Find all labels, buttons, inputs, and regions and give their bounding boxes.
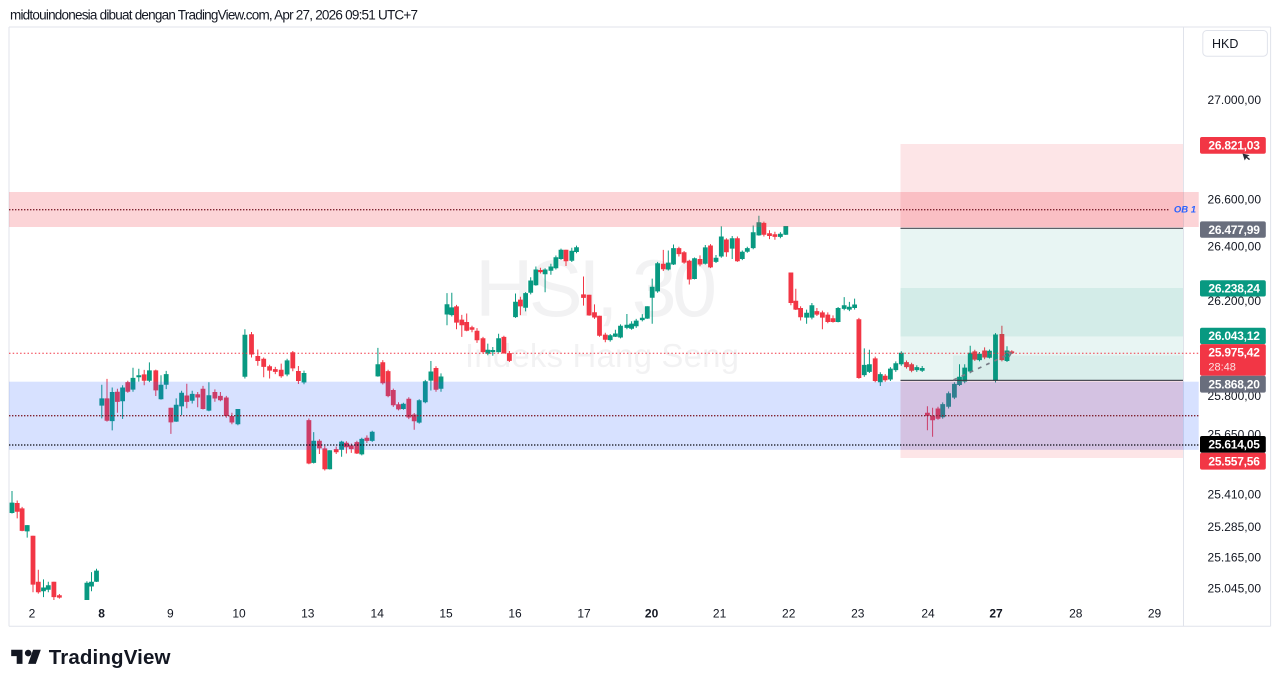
svg-text:20: 20 (645, 606, 659, 620)
svg-text:25.868,20: 25.868,20 (1208, 377, 1260, 391)
svg-text:26.477,99: 26.477,99 (1208, 223, 1260, 237)
svg-text:17: 17 (577, 606, 591, 620)
svg-text:14: 14 (371, 606, 385, 620)
svg-text:26.600,00: 26.600,00 (1208, 193, 1262, 207)
svg-text:25.285,00: 25.285,00 (1208, 520, 1262, 534)
svg-text:25.614,05: 25.614,05 (1208, 438, 1260, 452)
svg-text:27: 27 (989, 606, 1003, 620)
svg-text:13: 13 (301, 606, 315, 620)
svg-text:26.400,00: 26.400,00 (1208, 240, 1262, 254)
svg-text:26.043,12: 26.043,12 (1208, 329, 1260, 343)
svg-text:29: 29 (1148, 606, 1162, 620)
svg-text:23: 23 (851, 606, 865, 620)
svg-text:25.045,00: 25.045,00 (1208, 582, 1262, 596)
svg-text:28:48: 28:48 (1208, 361, 1236, 373)
svg-text:8: 8 (98, 606, 105, 620)
svg-text:9: 9 (167, 606, 174, 620)
svg-text:25.557,56: 25.557,56 (1208, 454, 1260, 468)
svg-text:25.165,00: 25.165,00 (1208, 551, 1262, 565)
svg-text:2: 2 (29, 606, 36, 620)
svg-text:25.410,00: 25.410,00 (1208, 488, 1262, 502)
svg-text:OB 1: OB 1 (1174, 205, 1196, 216)
svg-text:22: 22 (782, 606, 796, 620)
svg-text:TradingView: TradingView (49, 646, 171, 669)
svg-text:10: 10 (232, 606, 246, 620)
svg-text:26.238,24: 26.238,24 (1208, 282, 1260, 296)
svg-text:HSI, 30: HSI, 30 (475, 244, 717, 334)
svg-text:27.000,00: 27.000,00 (1208, 93, 1262, 107)
svg-text:26.200,00: 26.200,00 (1208, 294, 1262, 308)
svg-text:midtouindonesia dibuat dengan: midtouindonesia dibuat dengan TradingVie… (10, 7, 418, 22)
svg-text:HKD: HKD (1212, 37, 1238, 51)
svg-text:28: 28 (1069, 606, 1083, 620)
svg-text:16: 16 (508, 606, 522, 620)
svg-text:15: 15 (439, 606, 453, 620)
svg-text:24: 24 (921, 606, 935, 620)
svg-text:21: 21 (713, 606, 727, 620)
svg-text:26.821,03: 26.821,03 (1208, 139, 1260, 153)
svg-text:25.975,42: 25.975,42 (1208, 346, 1260, 360)
